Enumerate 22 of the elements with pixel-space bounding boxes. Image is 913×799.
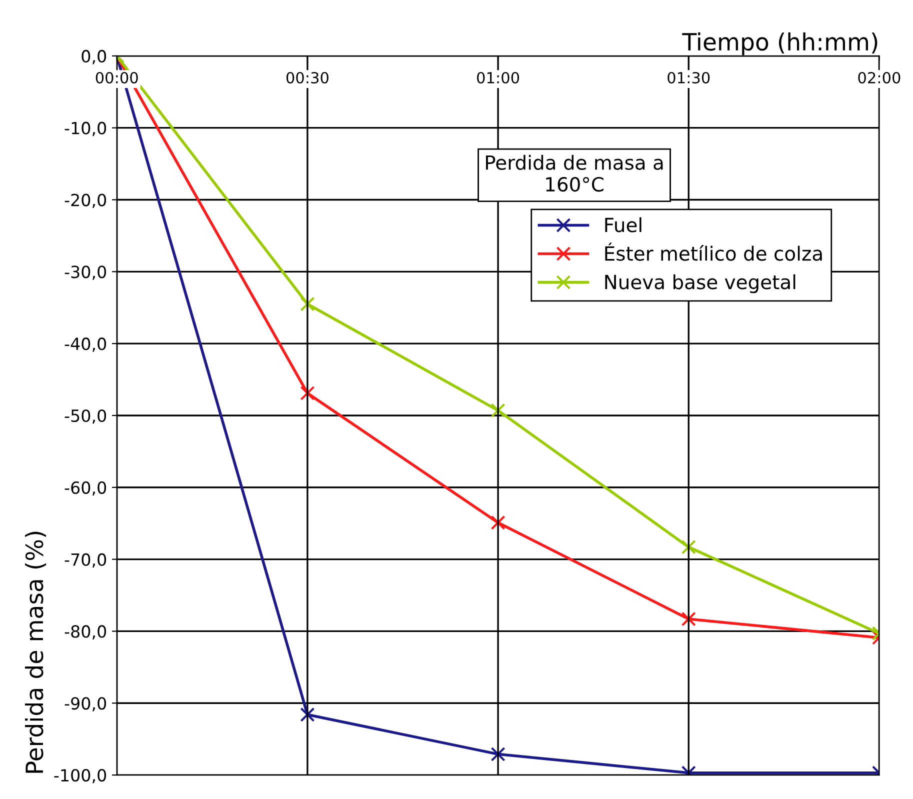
legend-label: Éster metílico de colza	[605, 242, 822, 261]
x-tick-label: 01:30	[668, 72, 710, 84]
x-tick-label: 00:30	[286, 72, 328, 84]
y-tick-label: -20,0	[64, 194, 106, 208]
y-axis-title: Perdida de masa (%)	[25, 532, 46, 773]
y-tick-label: -90,0	[64, 697, 106, 712]
x-axis-title: Tiempo (hh:mm)	[682, 32, 878, 56]
x-tick-label: 02:00	[858, 72, 900, 84]
y-tick-label: -80,0	[64, 625, 106, 640]
y-tick-label: -30,0	[64, 266, 106, 280]
y-tick-label: 0,0	[82, 50, 106, 64]
y-tick-label: -10,0	[64, 122, 106, 136]
y-tick-label: -40,0	[64, 338, 106, 352]
y-tick-label: -100,0	[54, 768, 106, 784]
y-tick-label: -70,0	[64, 553, 106, 568]
y-tick-label: -60,0	[64, 481, 106, 496]
y-tick-label: -50,0	[64, 409, 106, 424]
x-tick-label: 01:00	[477, 72, 520, 84]
text: Perdida de masa a 160°C	[486, 154, 663, 192]
x-tick-label: 00:00	[96, 72, 138, 84]
legend-label: Fuel	[605, 217, 642, 232]
legend-label: Nueva base vegetal	[605, 274, 796, 294]
